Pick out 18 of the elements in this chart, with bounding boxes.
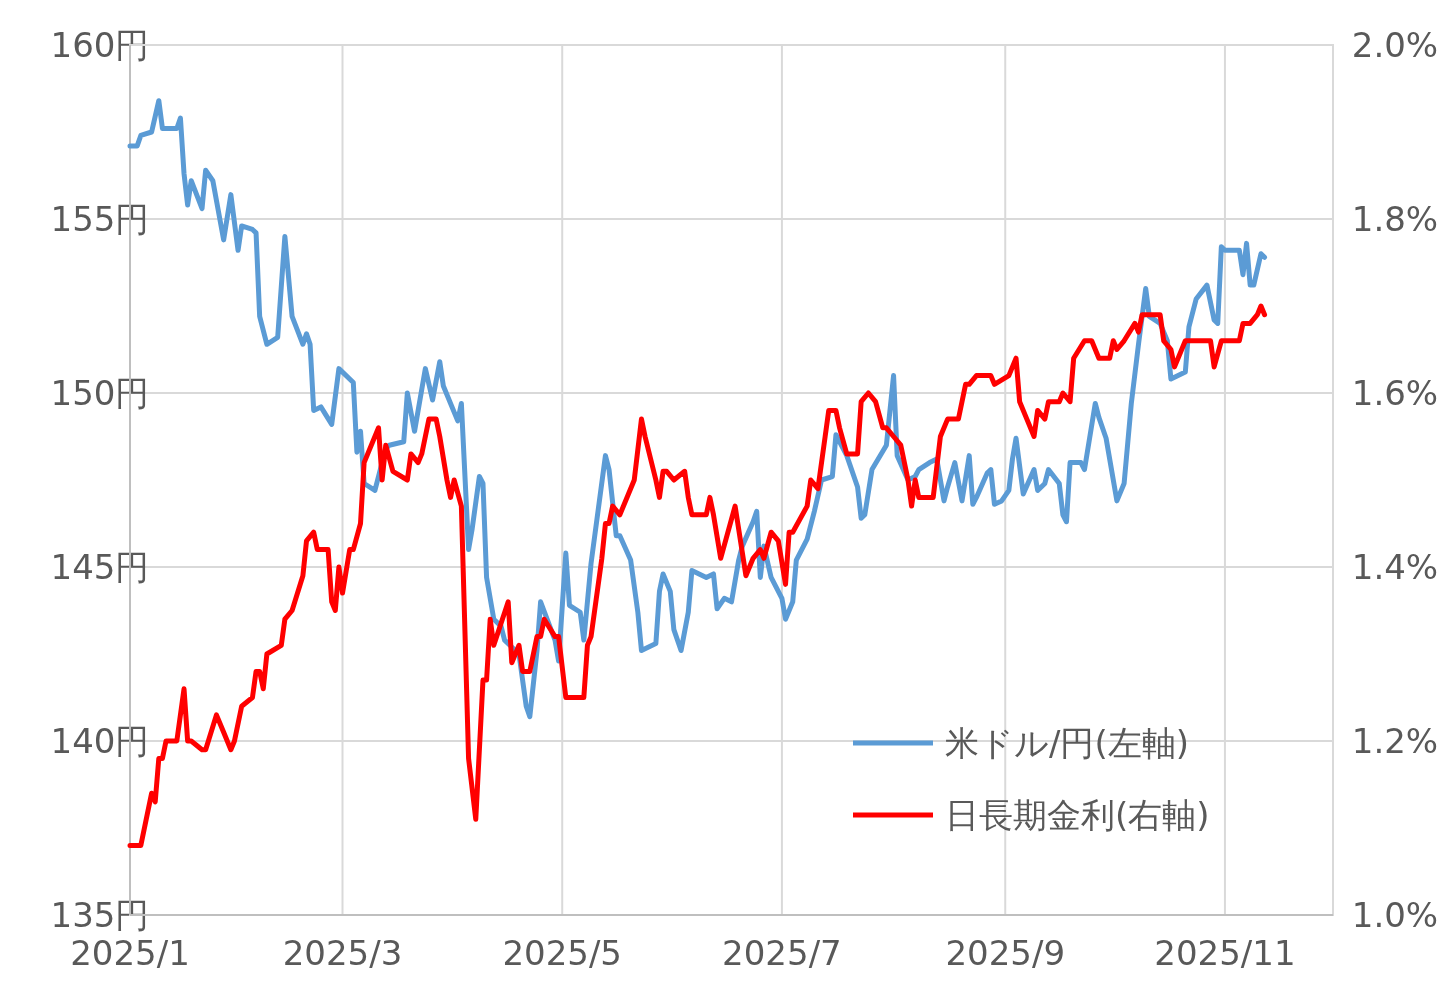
y2-tick-label: 1.0%: [1351, 895, 1439, 935]
x-tick-label: 2025/3: [282, 933, 403, 973]
y2-tick-label: 1.8%: [1351, 199, 1439, 239]
y-tick-label: 155円: [50, 199, 150, 239]
legend-label: 米ドル/円(左軸): [945, 723, 1189, 763]
y2-tick-label: 2.0%: [1351, 25, 1439, 65]
x-tick-label: 2025/1: [70, 933, 190, 973]
y-tick-label: 140円: [50, 721, 150, 761]
y2-tick-label: 1.4%: [1351, 547, 1439, 587]
y-tick-label: 150円: [50, 373, 150, 413]
x-tick-label: 2025/9: [945, 933, 1066, 973]
y2-tick-label: 1.2%: [1351, 721, 1439, 761]
y2-tick-label: 1.6%: [1351, 373, 1439, 413]
legend-label: 日長期金利(右軸): [945, 795, 1210, 835]
y-tick-label: 145円: [50, 547, 150, 587]
x-tick-label: 2025/7: [722, 933, 842, 973]
x-tick-label: 2025/5: [502, 933, 623, 973]
x-tick-label: 2025/11: [1154, 933, 1296, 973]
